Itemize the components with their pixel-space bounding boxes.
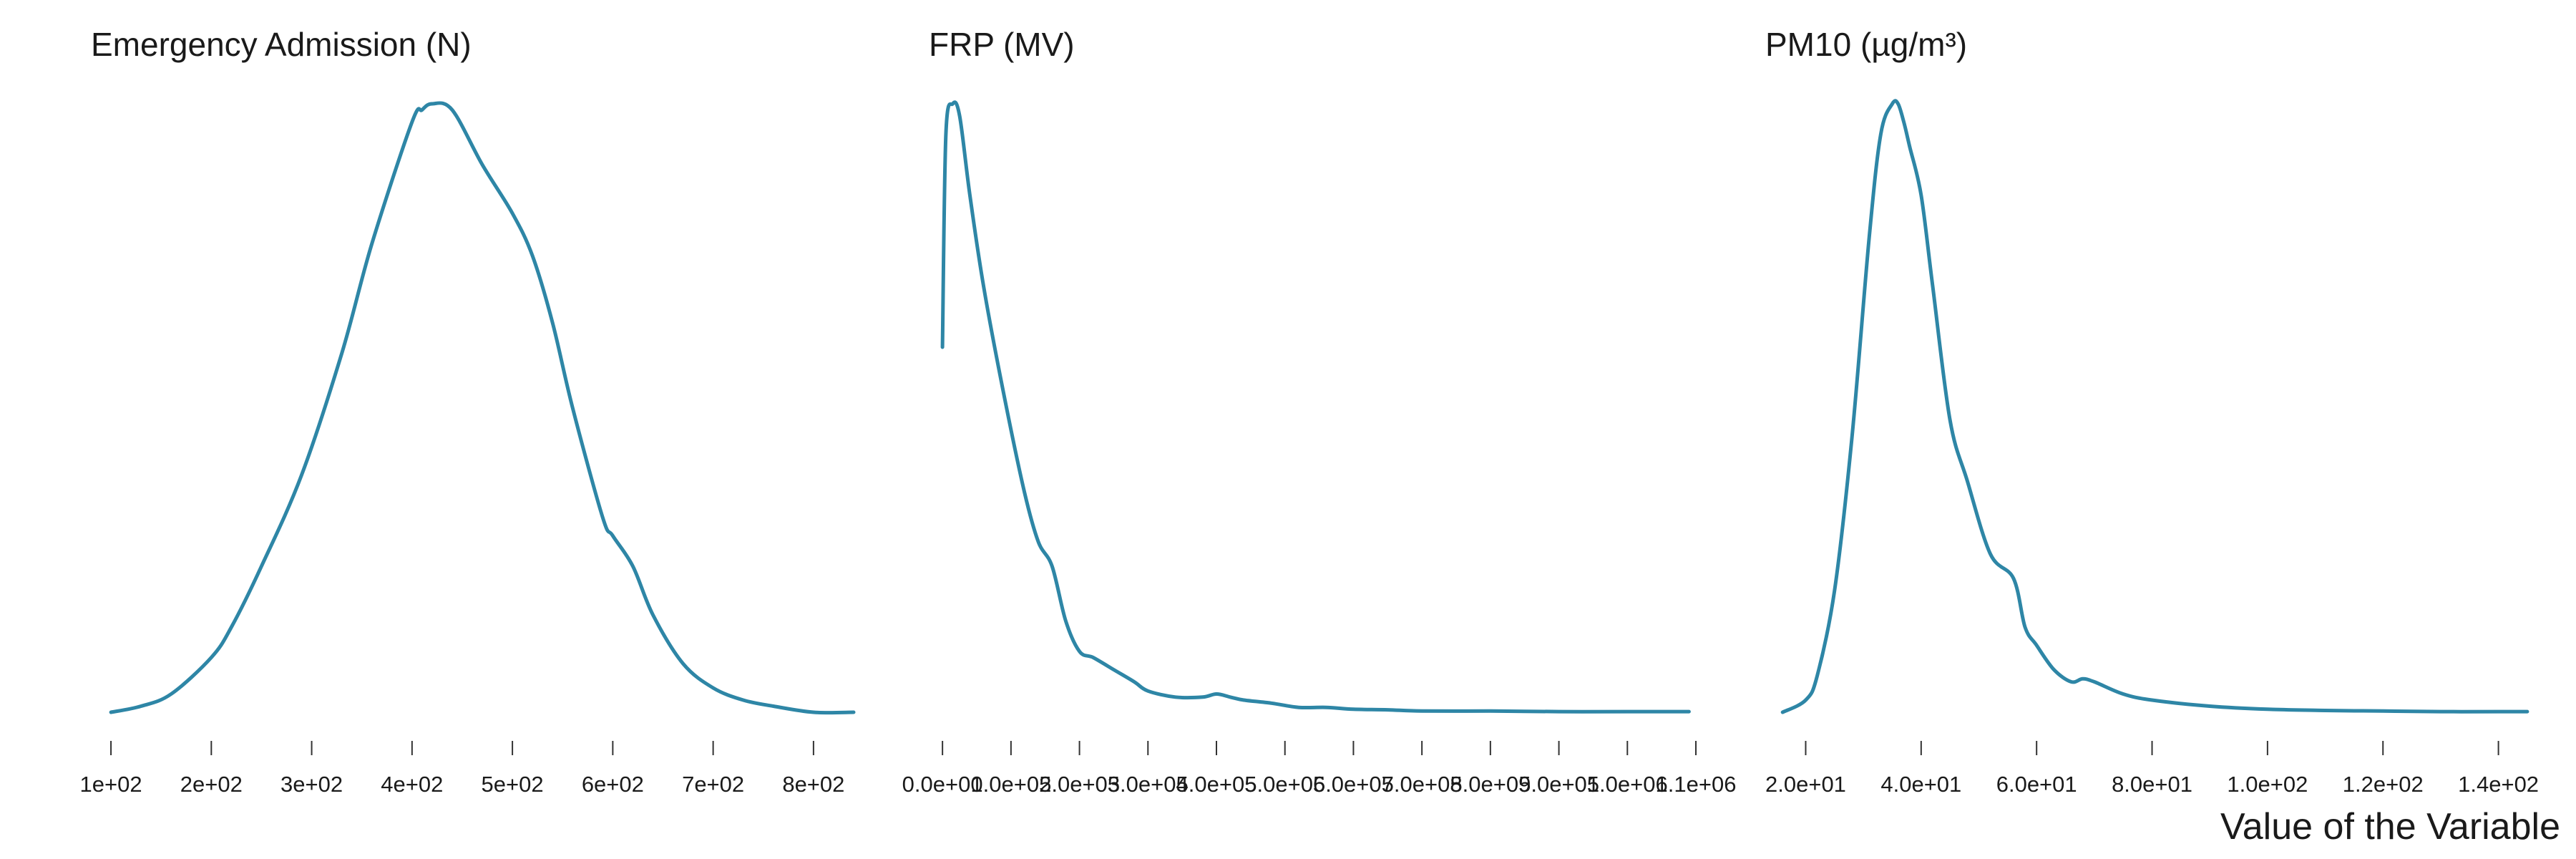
density-line: [109, 101, 856, 715]
x-tick-label: 6.0e+05: [1313, 772, 1394, 797]
x-tick-label: 1.1e+06: [1656, 772, 1737, 797]
x-tick-label: 5.0e+05: [1244, 772, 1325, 797]
x-tick-label: 2.0e+05: [1039, 772, 1120, 797]
panel-title: PM10 (µg/m³): [1765, 26, 1967, 63]
x-tick-label: 1.0e+05: [970, 772, 1051, 797]
x-tick-label: 7e+02: [682, 772, 744, 797]
x-tick-label: 1e+02: [80, 772, 142, 797]
panel-title: Emergency Admission (N): [91, 26, 472, 63]
x-tick-label: 3.0e+05: [1108, 772, 1189, 797]
x-tick-label: 4e+02: [381, 772, 443, 797]
x-tick-label: 9.0e+05: [1518, 772, 1599, 797]
x-axis-label: Value of the Variable: [2220, 806, 2560, 848]
x-tick-label: 4.0e+01: [1880, 772, 1961, 797]
x-tick-label: 0.0e+00: [902, 772, 983, 797]
x-tick-label: 8.0e+05: [1450, 772, 1531, 797]
x-tick-label: 1.0e+06: [1587, 772, 1668, 797]
x-tick-label: 4.0e+05: [1176, 772, 1257, 797]
density-line: [1780, 99, 2529, 714]
panel-title: FRP (MV): [929, 26, 1075, 63]
x-tick-label: 3e+02: [280, 772, 343, 797]
panel-pm10: PM10 (µg/m³) 2.0e+01 4.0e+01 6.0e+01 8.0e+0…: [1765, 26, 2539, 797]
x-tick-label: 2e+02: [180, 772, 243, 797]
x-tick-label: 8e+02: [782, 772, 844, 797]
density-line: [940, 100, 1691, 714]
x-tick-label: 1.4e+02: [2458, 772, 2539, 797]
x-tick-label: 2.0e+01: [1765, 772, 1846, 797]
x-tick-label: 6e+02: [582, 772, 644, 797]
x-tick-label: 5e+02: [482, 772, 544, 797]
x-tick-label: 8.0e+01: [2112, 772, 2192, 797]
x-tick-label: 1.2e+02: [2343, 772, 2424, 797]
x-tick-label: 6.0e+01: [1996, 772, 2077, 797]
x-tick-label: 7.0e+05: [1382, 772, 1463, 797]
panel-frp: FRP (MV) 0.0e+001.0e+052.0e+053.0e+054.0…: [902, 26, 1737, 797]
x-tick-label: 1.0e+02: [2227, 772, 2308, 797]
panel-emergency-admission: Emergency Admission (N) 1e+02 2e+02 3e+02 4…: [80, 26, 856, 797]
